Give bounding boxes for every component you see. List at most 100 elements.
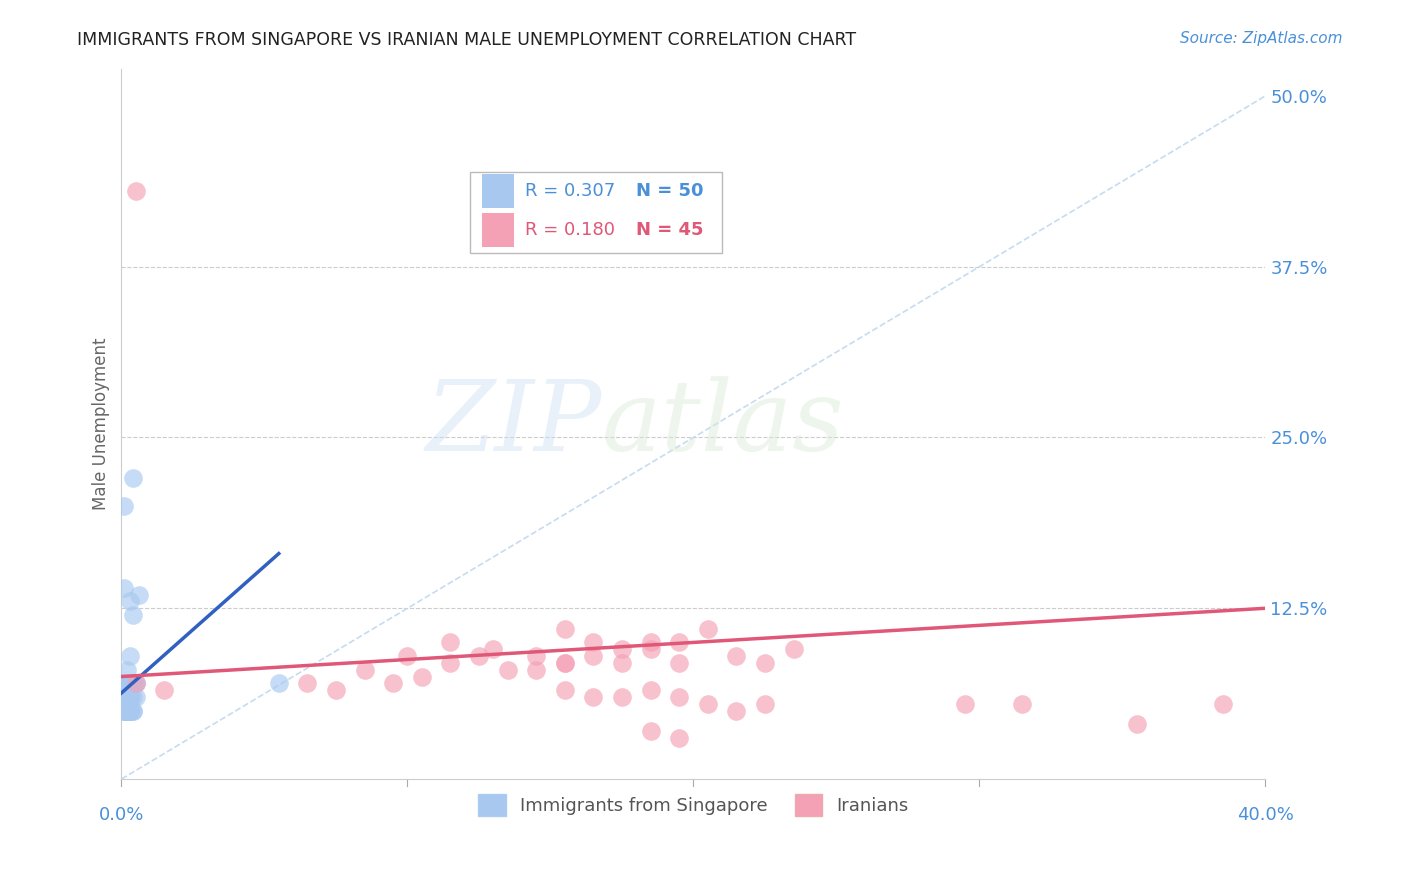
Point	[297, 676, 319, 690]
Point	[112, 690, 135, 704]
Point	[122, 676, 145, 690]
Point	[668, 690, 690, 704]
Point	[118, 676, 141, 690]
Point	[122, 676, 145, 690]
Point	[782, 642, 804, 657]
Point	[115, 676, 138, 690]
Text: R = 0.307: R = 0.307	[526, 183, 616, 201]
Text: Source: ZipAtlas.com: Source: ZipAtlas.com	[1180, 31, 1343, 46]
Point	[118, 704, 141, 718]
Point	[115, 704, 138, 718]
Point	[754, 656, 776, 670]
Point	[125, 690, 148, 704]
Point	[118, 594, 141, 608]
Point	[122, 690, 145, 704]
Point	[115, 690, 138, 704]
Point	[122, 471, 145, 485]
Point	[118, 690, 141, 704]
Y-axis label: Male Unemployment: Male Unemployment	[93, 337, 110, 510]
FancyBboxPatch shape	[482, 213, 513, 247]
Point	[411, 669, 433, 683]
Point	[112, 676, 135, 690]
Point	[125, 676, 148, 690]
Point	[267, 676, 290, 690]
Text: ZIP: ZIP	[426, 376, 602, 472]
Point	[582, 649, 605, 664]
Point	[353, 663, 375, 677]
Point	[122, 608, 145, 623]
Point	[554, 683, 576, 698]
Point	[118, 704, 141, 718]
Point	[125, 185, 148, 199]
Point	[128, 588, 150, 602]
Point	[153, 683, 176, 698]
Point	[1011, 697, 1033, 711]
Point	[640, 683, 662, 698]
Point	[115, 676, 138, 690]
Point	[582, 690, 605, 704]
Point	[115, 690, 138, 704]
FancyBboxPatch shape	[482, 175, 513, 209]
Point	[112, 499, 135, 513]
Point	[115, 704, 138, 718]
Point	[122, 704, 145, 718]
Point	[1126, 717, 1149, 731]
Point	[554, 656, 576, 670]
Point	[468, 649, 491, 664]
Point	[640, 724, 662, 739]
Point	[115, 663, 138, 677]
Point	[118, 704, 141, 718]
Point	[125, 676, 148, 690]
Point	[118, 690, 141, 704]
Point	[125, 676, 148, 690]
Point	[668, 656, 690, 670]
Point	[668, 731, 690, 745]
Text: N = 45: N = 45	[637, 221, 704, 239]
Point	[610, 690, 633, 704]
Text: atlas: atlas	[602, 376, 845, 472]
Point	[696, 697, 718, 711]
Text: R = 0.180: R = 0.180	[526, 221, 616, 239]
Point	[382, 676, 405, 690]
Point	[582, 635, 605, 649]
Point	[725, 704, 748, 718]
Point	[112, 690, 135, 704]
Point	[112, 581, 135, 595]
Point	[696, 622, 718, 636]
Point	[524, 649, 547, 664]
Point	[482, 642, 505, 657]
Point	[115, 676, 138, 690]
Text: N = 50: N = 50	[637, 183, 704, 201]
Point	[396, 649, 419, 664]
Point	[112, 676, 135, 690]
Point	[118, 704, 141, 718]
Point	[118, 690, 141, 704]
Text: IMMIGRANTS FROM SINGAPORE VS IRANIAN MALE UNEMPLOYMENT CORRELATION CHART: IMMIGRANTS FROM SINGAPORE VS IRANIAN MAL…	[77, 31, 856, 49]
Point	[118, 649, 141, 664]
Point	[524, 663, 547, 677]
Point	[668, 635, 690, 649]
Text: 0.0%: 0.0%	[98, 806, 145, 824]
Point	[112, 704, 135, 718]
Point	[439, 656, 461, 670]
Point	[115, 704, 138, 718]
Point	[439, 635, 461, 649]
Point	[1212, 697, 1234, 711]
Point	[610, 656, 633, 670]
Point	[118, 690, 141, 704]
Point	[725, 649, 748, 664]
Point	[112, 704, 135, 718]
Point	[610, 642, 633, 657]
Text: 40.0%: 40.0%	[1237, 806, 1294, 824]
Point	[122, 676, 145, 690]
Point	[112, 676, 135, 690]
Point	[640, 642, 662, 657]
Point	[554, 656, 576, 670]
Point	[115, 704, 138, 718]
Point	[325, 683, 347, 698]
FancyBboxPatch shape	[471, 171, 723, 253]
Legend: Immigrants from Singapore, Iranians: Immigrants from Singapore, Iranians	[471, 787, 915, 823]
Point	[640, 635, 662, 649]
Point	[118, 690, 141, 704]
Point	[118, 690, 141, 704]
